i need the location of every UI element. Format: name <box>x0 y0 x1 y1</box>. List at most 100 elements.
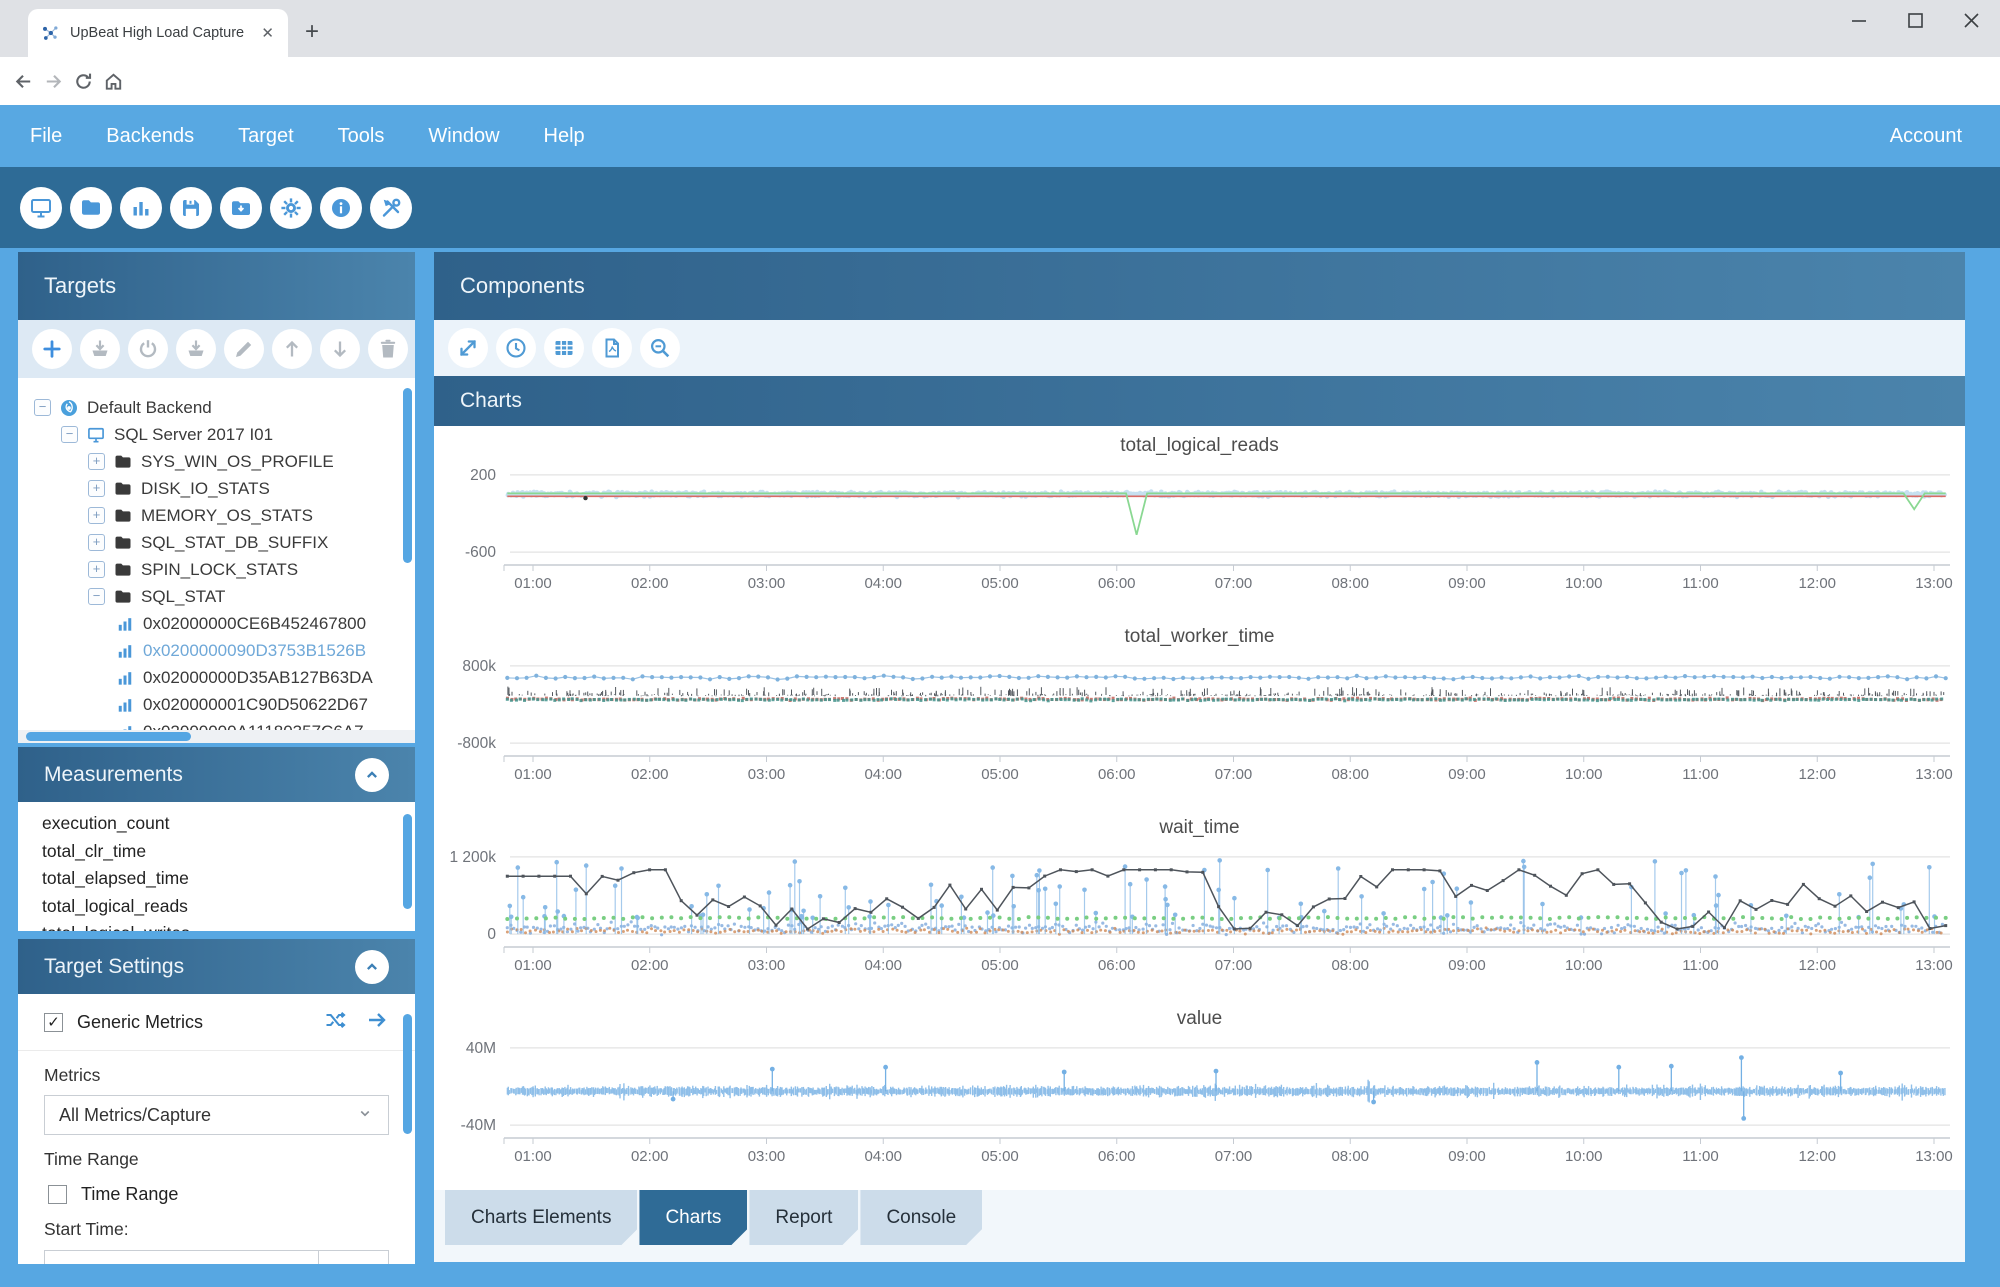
tree-item[interactable]: 0x02000000D35AB127B63DA <box>18 664 415 691</box>
tree-item[interactable]: −SQL_STAT <box>18 583 415 610</box>
tree-item[interactable]: −Default Backend <box>18 394 415 421</box>
measurement-item[interactable]: execution_count <box>18 810 415 838</box>
targets-move-up-button[interactable] <box>272 329 312 369</box>
tree-item[interactable]: +MEMORY_OS_STATS <box>18 502 415 529</box>
menu-window[interactable]: Window <box>428 125 499 148</box>
targets-import-tray-button[interactable] <box>176 329 216 369</box>
tree-expander-icon[interactable]: + <box>88 561 105 578</box>
toolbar-settings-button[interactable] <box>270 187 312 229</box>
backend-icon <box>59 398 79 418</box>
toolbar-tools-button[interactable] <box>370 187 412 229</box>
toolbar-import-button[interactable] <box>220 187 262 229</box>
chart-plot[interactable]: 800k-800k01:0002:0003:0004:0005:0006:000… <box>434 647 1965 808</box>
components-expand-button[interactable] <box>448 328 488 368</box>
components-zoom-out-button[interactable] <box>640 328 680 368</box>
toolbar-bar-chart-button[interactable] <box>120 187 162 229</box>
targets-power-button[interactable] <box>128 329 168 369</box>
components-clock-button[interactable] <box>496 328 536 368</box>
tree-expander-icon[interactable]: − <box>61 426 78 443</box>
new-tab-button[interactable]: + <box>305 18 319 46</box>
home-icon[interactable] <box>98 66 128 96</box>
start-time-picker-button[interactable] <box>318 1251 388 1264</box>
tree-item[interactable]: 0x0200000090D3753B1526B <box>18 637 415 664</box>
menu-help[interactable]: Help <box>544 125 585 148</box>
target-settings-collapse-button[interactable] <box>355 950 389 984</box>
tree-item[interactable]: 0x020000001C90D50622D67 <box>18 691 415 718</box>
targets-download-button[interactable] <box>80 329 120 369</box>
chart-plot[interactable]: 200-60001:0002:0003:0004:0005:0006:0007:… <box>434 456 1965 617</box>
tab-title: UpBeat High Load Capture <box>70 25 249 41</box>
go-arrow-icon[interactable] <box>365 1008 389 1037</box>
svg-text:-40M: -40M <box>461 1117 496 1134</box>
tab-report[interactable]: Report <box>749 1190 858 1245</box>
tree-item[interactable]: 0x02000000CE6B452467800 <box>18 610 415 637</box>
measurement-item[interactable]: total_clr_time <box>18 838 415 866</box>
targets-move-down-button[interactable] <box>320 329 360 369</box>
window-maximize-button[interactable] <box>1900 6 1930 39</box>
folder-icon <box>113 452 133 472</box>
tree-expander-icon[interactable]: + <box>88 480 105 497</box>
menu-target[interactable]: Target <box>238 125 294 148</box>
metric-icon <box>115 641 135 661</box>
tree-expander-icon[interactable]: − <box>34 399 51 416</box>
generic-metrics-checkbox[interactable]: ✓ <box>44 1013 63 1032</box>
targets-edit-button[interactable] <box>224 329 264 369</box>
components-header: Components <box>434 252 1965 320</box>
tree-item[interactable]: 0x02000000A11180357C6A7 <box>18 718 415 730</box>
menu-account[interactable]: Account <box>1890 125 1962 148</box>
target-settings-scrollbar[interactable] <box>403 1014 412 1134</box>
window-minimize-button[interactable] <box>1844 6 1874 39</box>
metrics-select[interactable]: All Metrics/Capture <box>44 1095 389 1135</box>
shuffle-icon[interactable] <box>323 1008 347 1037</box>
tree-expander-icon[interactable]: + <box>88 534 105 551</box>
toolbar-save-button[interactable] <box>170 187 212 229</box>
targets-add-button[interactable] <box>32 329 72 369</box>
menu-tools[interactable]: Tools <box>338 125 385 148</box>
measurements-collapse-button[interactable] <box>355 758 389 792</box>
time-range-checkbox[interactable] <box>48 1185 67 1204</box>
start-time-input[interactable] <box>44 1250 389 1264</box>
svg-text:02:00: 02:00 <box>631 1148 669 1165</box>
window-close-button[interactable] <box>1956 6 1986 39</box>
chart-plot[interactable]: 40M-40M01:0002:0003:0004:0005:0006:0007:… <box>434 1029 1965 1190</box>
components-table-button[interactable] <box>544 328 584 368</box>
tree-expander-icon[interactable]: − <box>88 588 105 605</box>
tab-console[interactable]: Console <box>860 1190 982 1245</box>
browser-tab[interactable]: UpBeat High Load Capture ✕ <box>28 9 288 57</box>
measurements-scrollbar[interactable] <box>403 814 412 909</box>
measurement-item[interactable]: total_logical_reads <box>18 893 415 921</box>
settings-icon <box>279 196 303 220</box>
tree-expander-icon[interactable]: + <box>88 453 105 470</box>
tree-horizontal-scrollbar[interactable] <box>18 730 415 743</box>
bottom-tabs: Charts ElementsChartsReportConsole <box>434 1190 1965 1245</box>
svg-text:12:00: 12:00 <box>1798 766 1836 783</box>
tree-item[interactable]: +SQL_STAT_DB_SUFFIX <box>18 529 415 556</box>
tree-vertical-scrollbar[interactable] <box>403 388 412 563</box>
tree-expander-icon[interactable]: + <box>88 507 105 524</box>
measurement-item[interactable]: total_elapsed_time <box>18 865 415 893</box>
components-pdf-button[interactable] <box>592 328 632 368</box>
measurement-item[interactable]: total_logical_writes <box>18 920 415 931</box>
svg-text:07:00: 07:00 <box>1215 575 1253 592</box>
tree-item[interactable]: −SQL Server 2017 I01 <box>18 421 415 448</box>
menu-backends[interactable]: Backends <box>106 125 194 148</box>
tree-item[interactable]: +SPIN_LOCK_STATS <box>18 556 415 583</box>
tree-item[interactable]: +SYS_WIN_OS_PROFILE <box>18 448 415 475</box>
tab-close-icon[interactable]: ✕ <box>259 24 276 43</box>
charts-container: total_logical_reads200-60001:0002:0003:0… <box>434 426 1965 1190</box>
toolbar-info-button[interactable] <box>320 187 362 229</box>
toolbar-folder-button[interactable] <box>70 187 112 229</box>
refresh-icon[interactable] <box>68 66 98 96</box>
forward-icon[interactable] <box>38 66 68 96</box>
targets-delete-button[interactable] <box>368 329 408 369</box>
tree-item[interactable]: +DISK_IO_STATS <box>18 475 415 502</box>
back-icon[interactable] <box>8 66 38 96</box>
metric-icon <box>115 614 135 634</box>
tab-charts[interactable]: Charts <box>639 1190 747 1245</box>
tab-charts-elements[interactable]: Charts Elements <box>445 1190 637 1245</box>
time-range-label: Time Range <box>44 1149 415 1170</box>
svg-text:06:00: 06:00 <box>1098 957 1136 974</box>
toolbar-monitor-button[interactable] <box>20 187 62 229</box>
menu-file[interactable]: File <box>30 125 62 148</box>
chart-plot[interactable]: 1 200k001:0002:0003:0004:0005:0006:0007:… <box>434 838 1965 999</box>
